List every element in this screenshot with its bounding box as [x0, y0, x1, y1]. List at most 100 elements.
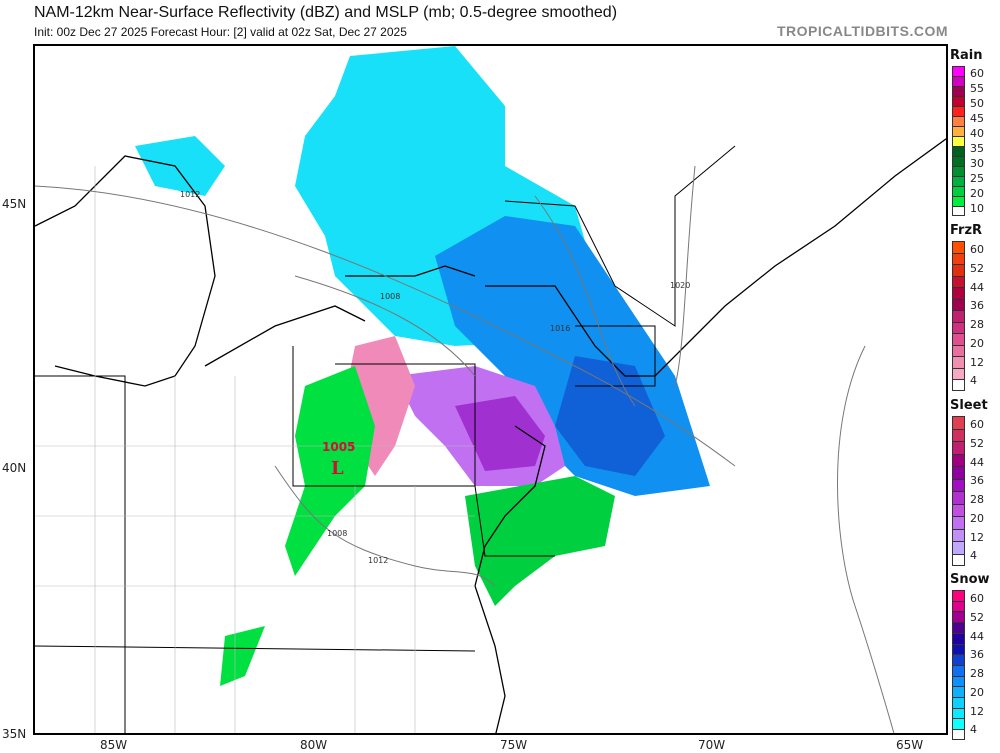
legend-label: 44 — [970, 455, 984, 469]
legend-color-swatch — [952, 76, 965, 86]
legend-color-swatch — [952, 344, 965, 357]
legend-color-swatch — [952, 116, 965, 126]
lat-label: 35N — [2, 727, 27, 741]
legend-rain: Rain 60 55 50 45 40 35 30 25 20 10 — [950, 48, 1000, 216]
legend-label: 20 — [970, 511, 984, 525]
legend-color-swatch — [952, 441, 965, 454]
legend-title: Sleet — [950, 398, 988, 413]
legend-label: 20 — [970, 187, 984, 200]
legend-color-swatch — [952, 275, 965, 288]
coastlines — [35, 138, 946, 733]
lat-label: 45N — [2, 197, 27, 211]
legend-color-swatch — [952, 416, 965, 429]
rain-area-south — [220, 626, 265, 686]
brand-watermark: TROPICALTIDBITS.COM — [776, 23, 948, 39]
legend-title: FrzR — [950, 223, 983, 238]
legend-color-swatch — [952, 632, 965, 644]
low-pressure-value: 1005 — [322, 440, 355, 454]
legend-label: 4 — [970, 723, 977, 737]
legend-color-swatch — [952, 686, 965, 698]
legend-label: 30 — [970, 157, 984, 170]
rain-area-west — [285, 366, 375, 576]
legend-label: 20 — [970, 336, 984, 350]
legend-label: 36 — [970, 648, 984, 662]
isobar-label: 1008 — [380, 292, 400, 301]
legend-color-swatch — [952, 528, 965, 541]
legend-color-swatch — [952, 176, 965, 186]
legend-color-swatch — [952, 541, 965, 554]
legend-label: 52 — [970, 436, 984, 450]
legend-frzr: FrzR 60 52 44 36 28 20 12 4 — [950, 223, 1000, 391]
legend-label: 60 — [970, 243, 984, 256]
legend-label: 52 — [970, 610, 984, 624]
lon-label: 85W — [100, 738, 128, 752]
legend-color-swatch — [952, 664, 965, 676]
legend-label: 44 — [970, 280, 984, 294]
lon-label: 70W — [698, 738, 726, 752]
legend-color-swatch — [952, 516, 965, 529]
legend-color-swatch — [952, 553, 965, 566]
legend-color-swatch — [952, 106, 965, 116]
legend-snow: Snow 60 52 44 36 28 20 12 4 — [950, 572, 1000, 740]
legend-color-swatch — [952, 428, 965, 441]
legend-color-swatch — [952, 126, 965, 136]
legend-label: 4 — [970, 374, 977, 388]
legend-color-swatch — [952, 367, 965, 380]
legend-color-swatch — [952, 729, 965, 740]
legend-color-swatch — [952, 600, 965, 612]
lon-label: 65W — [896, 738, 924, 752]
isobar-label: 1012 — [180, 190, 200, 199]
legend-title: Rain — [950, 48, 983, 63]
legend-label: 60 — [970, 67, 984, 80]
legend-color-swatch — [952, 264, 965, 276]
legend-color-swatch — [952, 622, 965, 633]
legend-color-swatch — [952, 333, 965, 345]
legend-label: 36 — [970, 474, 984, 488]
legend-color-swatch — [952, 379, 965, 391]
legend-color-swatch — [952, 310, 965, 322]
legend-color-swatch — [952, 611, 965, 623]
legend-label: 28 — [970, 493, 984, 506]
legend-label: 60 — [970, 418, 984, 431]
lon-label: 80W — [300, 738, 328, 752]
legend-color-swatch — [952, 675, 965, 687]
legend-label: 10 — [970, 202, 984, 215]
legend-color-swatch — [952, 156, 965, 166]
legend-color-swatch — [952, 697, 965, 708]
legend-label: 60 — [970, 592, 984, 605]
legend-color-swatch — [952, 287, 965, 299]
legend-label: 28 — [970, 667, 984, 680]
legend-color-swatch — [952, 86, 965, 96]
legend-label: 12 — [970, 355, 984, 369]
legend-label: 20 — [970, 685, 984, 699]
county-borders — [35, 166, 475, 733]
legend-color-swatch — [952, 590, 965, 601]
legend-color-swatch — [952, 491, 965, 504]
low-pressure-symbol: L — [331, 458, 344, 479]
legend-color-swatch — [952, 252, 965, 265]
legend-color-swatch — [952, 707, 965, 719]
lat-label: 40N — [2, 461, 27, 475]
legend-color-swatch — [952, 196, 965, 206]
map-title: NAM-12km Near-Surface Reflectivity (dBZ)… — [34, 4, 618, 21]
legend-color-swatch — [952, 643, 965, 655]
legend-color-swatch — [952, 166, 965, 176]
legend-label: 44 — [970, 629, 984, 643]
isobar-label: 1016 — [550, 324, 570, 333]
legend-color-swatch — [952, 356, 965, 368]
legend-label: 52 — [970, 261, 984, 275]
legend-color-swatch — [952, 298, 965, 311]
legend-color-swatch — [952, 66, 965, 76]
legend-color-swatch — [952, 96, 965, 106]
legend-label: 4 — [970, 549, 977, 563]
legend-color-swatch — [952, 136, 965, 146]
legend-label: 28 — [970, 318, 984, 331]
isobar-label: 1008 — [327, 529, 347, 538]
legend-label: 40 — [970, 127, 984, 140]
legend-label: 50 — [970, 97, 984, 110]
legend-label: 55 — [970, 82, 984, 95]
legend-color-swatch — [952, 321, 965, 334]
legend-label: 45 — [970, 112, 984, 125]
isobar-label: 1012 — [368, 556, 388, 565]
isobars — [35, 165, 895, 733]
